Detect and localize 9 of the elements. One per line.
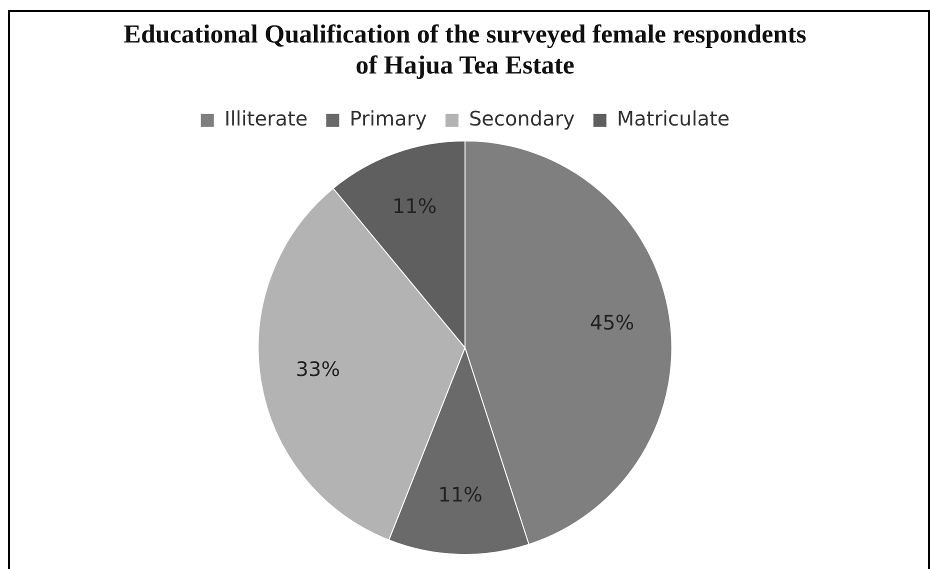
legend-label: Matriculate [616, 106, 730, 131]
chart-title: Educational Qualification of the surveyed female respondents of Hajua Tea Estate [124, 19, 806, 80]
data-label: 11% [392, 194, 437, 218]
data-label: 11% [438, 482, 483, 507]
data-label: 33% [296, 357, 340, 382]
legend-label: Illiterate [224, 106, 308, 131]
legend-label: Primary [350, 106, 428, 131]
data-label: 45% [590, 310, 634, 335]
legend-label: Secondary [468, 106, 576, 131]
